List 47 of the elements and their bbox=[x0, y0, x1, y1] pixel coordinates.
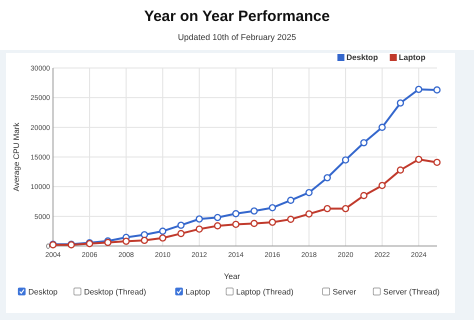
text: Desktop bbox=[28, 288, 58, 296]
point bbox=[177, 222, 185, 229]
point bbox=[250, 220, 258, 228]
point bbox=[342, 204, 350, 212]
chart-subtitle: Updated 10th of February 2025 bbox=[178, 32, 296, 42]
point bbox=[433, 86, 441, 94]
point bbox=[305, 188, 313, 196]
legend-label: Laptop bbox=[398, 53, 426, 62]
point bbox=[232, 210, 240, 218]
point bbox=[196, 225, 203, 233]
text: Laptop (Thread) bbox=[236, 288, 294, 296]
text: Laptop bbox=[186, 288, 211, 296]
point bbox=[177, 230, 185, 238]
point bbox=[360, 139, 368, 146]
point bbox=[159, 234, 166, 242]
point bbox=[360, 192, 368, 200]
y-axis-title: Average CPU Mark bbox=[12, 122, 21, 192]
point bbox=[214, 214, 222, 222]
point bbox=[250, 207, 258, 215]
point bbox=[268, 204, 276, 212]
text: Server bbox=[332, 288, 357, 296]
point bbox=[305, 210, 313, 218]
text: Desktop (Thread) bbox=[84, 288, 147, 296]
point bbox=[378, 124, 386, 131]
point bbox=[396, 166, 404, 174]
point bbox=[342, 156, 350, 164]
chart-title: Year on Year Performance bbox=[144, 8, 330, 25]
point bbox=[324, 174, 331, 182]
point bbox=[378, 182, 386, 190]
point bbox=[214, 222, 222, 230]
point bbox=[324, 204, 331, 212]
point bbox=[396, 99, 404, 107]
point bbox=[415, 86, 422, 94]
point bbox=[159, 228, 166, 235]
point bbox=[287, 216, 294, 223]
text: Server (Thread) bbox=[383, 288, 440, 296]
point bbox=[287, 196, 294, 204]
point bbox=[415, 156, 422, 164]
point bbox=[268, 218, 276, 226]
point bbox=[433, 158, 441, 166]
x-axis-title: Year bbox=[224, 272, 240, 281]
point bbox=[140, 231, 148, 238]
point bbox=[140, 236, 148, 244]
point bbox=[232, 220, 240, 228]
point bbox=[196, 215, 203, 223]
legend-label: Desktop bbox=[346, 53, 378, 62]
point bbox=[122, 238, 130, 245]
